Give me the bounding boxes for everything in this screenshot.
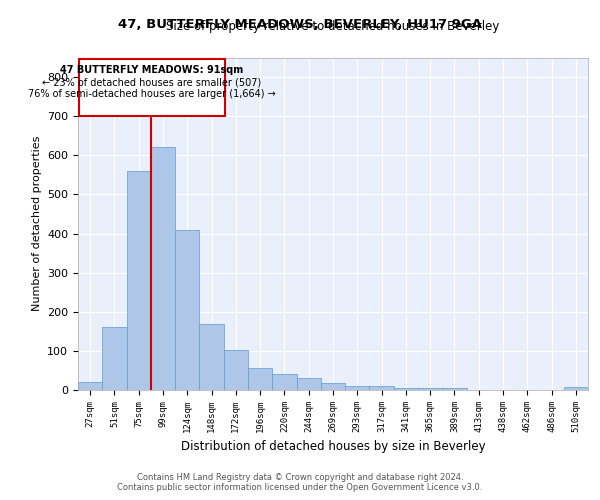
Bar	[564, 388, 588, 390]
Bar	[127, 171, 151, 390]
Bar	[224, 350, 248, 390]
Bar	[394, 388, 418, 390]
Bar	[442, 388, 467, 390]
Text: 76% of semi-detached houses are larger (1,664) →: 76% of semi-detached houses are larger (…	[28, 89, 276, 99]
Bar	[248, 368, 272, 390]
Bar	[321, 383, 345, 390]
Bar	[272, 374, 296, 390]
Bar	[175, 230, 199, 390]
Bar	[78, 382, 102, 390]
Bar	[296, 378, 321, 390]
Bar	[418, 388, 442, 390]
Bar	[370, 386, 394, 390]
Text: ← 23% of detached houses are smaller (507): ← 23% of detached houses are smaller (50…	[43, 77, 262, 87]
Bar	[345, 386, 370, 390]
Y-axis label: Number of detached properties: Number of detached properties	[32, 136, 41, 312]
Text: 47 BUTTERFLY MEADOWS: 91sqm: 47 BUTTERFLY MEADOWS: 91sqm	[61, 66, 244, 76]
Bar	[151, 148, 175, 390]
Bar	[102, 328, 127, 390]
Text: 47, BUTTERFLY MEADOWS, BEVERLEY, HU17 9GA: 47, BUTTERFLY MEADOWS, BEVERLEY, HU17 9G…	[118, 18, 482, 30]
Text: Contains HM Land Registry data © Crown copyright and database right 2024.
Contai: Contains HM Land Registry data © Crown c…	[118, 473, 482, 492]
Bar	[199, 324, 224, 390]
X-axis label: Distribution of detached houses by size in Beverley: Distribution of detached houses by size …	[181, 440, 485, 454]
FancyBboxPatch shape	[79, 60, 225, 116]
Title: Size of property relative to detached houses in Beverley: Size of property relative to detached ho…	[166, 20, 500, 32]
